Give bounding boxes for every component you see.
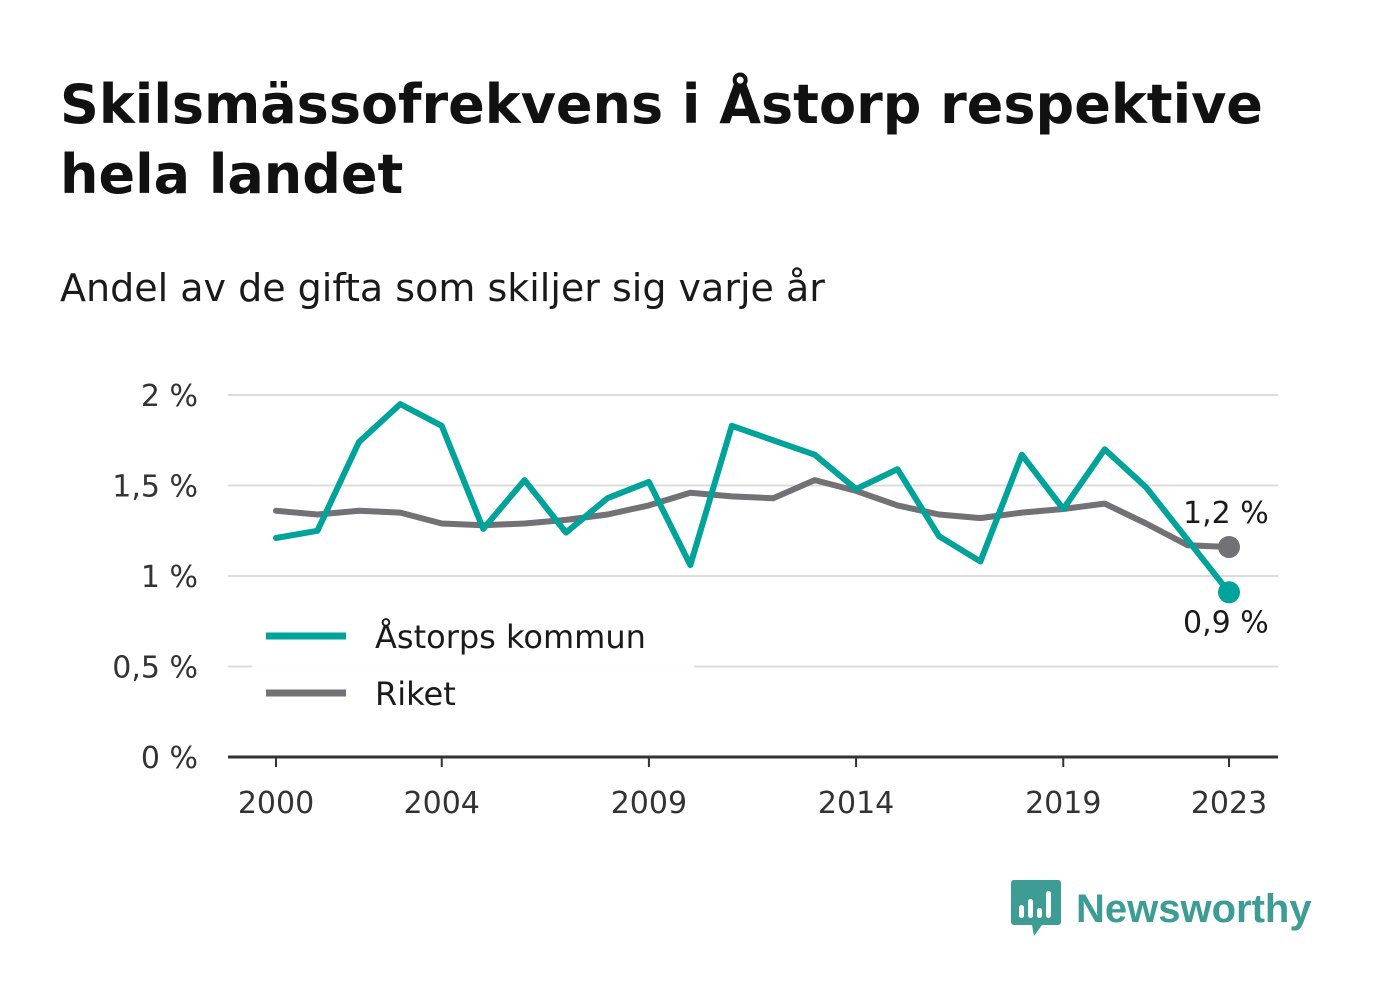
legend: Åstorps kommun Riket	[252, 604, 694, 726]
x-tick-label: 2004	[404, 786, 480, 821]
x-tick-label: 2014	[818, 786, 894, 821]
y-tick-label: 1 %	[141, 560, 198, 595]
legend-label-astorp: Åstorps kommun	[375, 618, 646, 656]
bar-chart-speech-icon	[1011, 880, 1061, 936]
series-end-point-riket	[1218, 536, 1240, 559]
y-tick-label: 1,5 %	[112, 470, 198, 505]
x-tick-label: 2023	[1191, 786, 1267, 821]
newsworthy-brand: Newsworthy	[1010, 878, 1312, 940]
y-tick-label: 0 %	[141, 741, 198, 776]
plot-series	[273, 401, 1240, 604]
series-line-riket	[273, 477, 1232, 550]
x-axis: 2000 2004 2009 2014 2019 2023	[228, 755, 1278, 821]
chart-title: Skilsmässofrekvens i Åstorp respektive h…	[60, 73, 1263, 206]
x-tick-label: 2000	[238, 786, 314, 821]
end-labels: 1,2 % 0,9 %	[1183, 496, 1269, 640]
x-tick-label: 2019	[1025, 786, 1101, 821]
series-line-astorp	[273, 401, 1232, 596]
brand-name: Newsworthy	[1076, 886, 1312, 931]
y-axis-labels: 0 % 0,5 % 1 % 1,5 % 2 %	[112, 379, 198, 776]
series-end-point-astorp	[1218, 581, 1240, 604]
chart-subtitle: Andel av de gifta som skiljer sig varje …	[60, 266, 825, 310]
end-label-riket: 1,2 %	[1183, 496, 1269, 531]
y-tick-label: 2 %	[141, 379, 198, 414]
y-tick-label: 0,5 %	[112, 651, 198, 686]
legend-label-riket: Riket	[375, 675, 456, 713]
legend-background	[252, 604, 694, 726]
end-label-astorp: 0,9 %	[1183, 605, 1269, 640]
x-tick-label: 2009	[611, 786, 687, 821]
